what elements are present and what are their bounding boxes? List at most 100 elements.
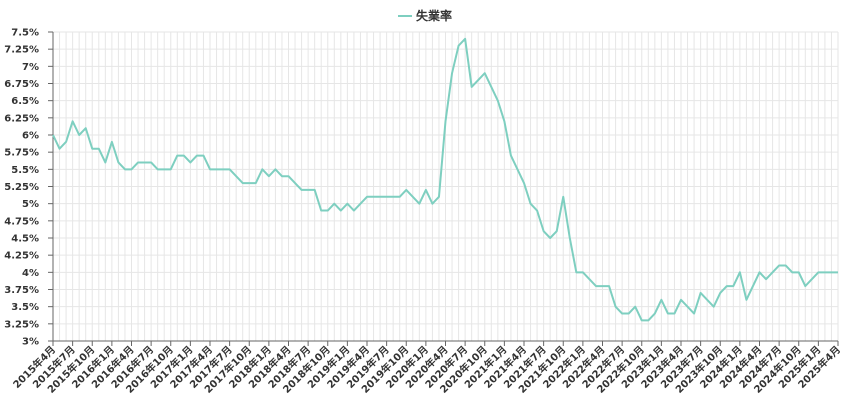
data-point[interactable] xyxy=(743,297,749,303)
data-point[interactable] xyxy=(554,228,560,234)
data-point[interactable] xyxy=(214,166,220,172)
data-point[interactable] xyxy=(115,159,121,165)
data-point[interactable] xyxy=(802,283,808,289)
data-point[interactable] xyxy=(161,166,167,172)
series-line-unemployment[interactable] xyxy=(52,37,838,322)
data-point[interactable] xyxy=(639,317,645,323)
data-point[interactable] xyxy=(148,159,154,165)
data-point[interactable] xyxy=(338,208,344,214)
data-point[interactable] xyxy=(580,269,586,275)
data-point[interactable] xyxy=(776,262,782,268)
data-point[interactable] xyxy=(76,132,82,138)
data-point[interactable] xyxy=(174,153,180,159)
data-point[interactable] xyxy=(619,311,625,317)
data-point[interactable] xyxy=(344,201,350,207)
data-point[interactable] xyxy=(593,283,599,289)
data-point[interactable] xyxy=(475,77,481,83)
data-point[interactable] xyxy=(750,283,756,289)
data-point[interactable] xyxy=(789,269,795,275)
data-point[interactable] xyxy=(495,98,501,104)
data-point[interactable] xyxy=(403,187,409,193)
data-point[interactable] xyxy=(462,36,468,42)
data-point[interactable] xyxy=(142,159,148,165)
data-point[interactable] xyxy=(279,173,285,179)
data-point[interactable] xyxy=(364,194,370,200)
data-point[interactable] xyxy=(63,139,69,145)
data-point[interactable] xyxy=(207,166,213,172)
data-point[interactable] xyxy=(488,84,494,90)
data-point[interactable] xyxy=(286,173,292,179)
data-point[interactable] xyxy=(305,187,311,193)
data-point[interactable] xyxy=(547,235,553,241)
data-point[interactable] xyxy=(560,194,566,200)
data-point[interactable] xyxy=(318,208,324,214)
data-point[interactable] xyxy=(371,194,377,200)
data-point[interactable] xyxy=(168,166,174,172)
data-point[interactable] xyxy=(567,235,573,241)
data-point[interactable] xyxy=(783,262,789,268)
data-point[interactable] xyxy=(377,194,383,200)
data-point[interactable] xyxy=(606,283,612,289)
data-point[interactable] xyxy=(737,269,743,275)
data-point[interactable] xyxy=(658,297,664,303)
legend[interactable]: 失業率 xyxy=(398,8,452,23)
data-point[interactable] xyxy=(200,153,206,159)
data-point[interactable] xyxy=(122,166,128,172)
data-point[interactable] xyxy=(135,159,141,165)
data-point[interactable] xyxy=(331,201,337,207)
data-point[interactable] xyxy=(429,201,435,207)
data-point[interactable] xyxy=(292,180,298,186)
data-point[interactable] xyxy=(586,276,592,282)
data-point[interactable] xyxy=(102,159,108,165)
data-point[interactable] xyxy=(632,304,638,310)
data-point[interactable] xyxy=(416,201,422,207)
data-point[interactable] xyxy=(83,125,89,131)
data-point[interactable] xyxy=(678,297,684,303)
data-point[interactable] xyxy=(129,166,135,172)
data-point[interactable] xyxy=(685,304,691,310)
data-point[interactable] xyxy=(246,180,252,186)
data-point[interactable] xyxy=(325,208,331,214)
data-point[interactable] xyxy=(809,276,815,282)
data-point[interactable] xyxy=(724,283,730,289)
data-point[interactable] xyxy=(665,311,671,317)
data-point[interactable] xyxy=(626,311,632,317)
data-point[interactable] xyxy=(227,166,233,172)
data-point[interactable] xyxy=(652,311,658,317)
data-point[interactable] xyxy=(521,180,527,186)
data-point[interactable] xyxy=(770,269,776,275)
data-point[interactable] xyxy=(50,132,56,138)
data-point[interactable] xyxy=(717,290,723,296)
data-point[interactable] xyxy=(259,166,265,172)
data-point[interactable] xyxy=(423,187,429,193)
data-point[interactable] xyxy=(645,317,651,323)
data-point[interactable] xyxy=(96,146,102,152)
data-point[interactable] xyxy=(671,311,677,317)
data-point[interactable] xyxy=(704,297,710,303)
data-point[interactable] xyxy=(155,166,161,172)
data-point[interactable] xyxy=(240,180,246,186)
data-point[interactable] xyxy=(514,166,520,172)
data-point[interactable] xyxy=(89,146,95,152)
data-point[interactable] xyxy=(351,208,357,214)
data-point[interactable] xyxy=(299,187,305,193)
data-point[interactable] xyxy=(613,304,619,310)
data-point[interactable] xyxy=(390,194,396,200)
data-point[interactable] xyxy=(469,84,475,90)
data-point[interactable] xyxy=(181,153,187,159)
data-point[interactable] xyxy=(711,304,717,310)
data-point[interactable] xyxy=(835,269,841,275)
data-point[interactable] xyxy=(528,201,534,207)
data-point[interactable] xyxy=(253,180,259,186)
data-point[interactable] xyxy=(57,146,63,152)
data-point[interactable] xyxy=(109,139,115,145)
data-point[interactable] xyxy=(698,290,704,296)
data-point[interactable] xyxy=(312,187,318,193)
data-point[interactable] xyxy=(443,118,449,124)
data-point[interactable] xyxy=(384,194,390,200)
data-point[interactable] xyxy=(600,283,606,289)
data-point[interactable] xyxy=(220,166,226,172)
data-point[interactable] xyxy=(822,269,828,275)
data-point[interactable] xyxy=(815,269,821,275)
data-point[interactable] xyxy=(508,153,514,159)
